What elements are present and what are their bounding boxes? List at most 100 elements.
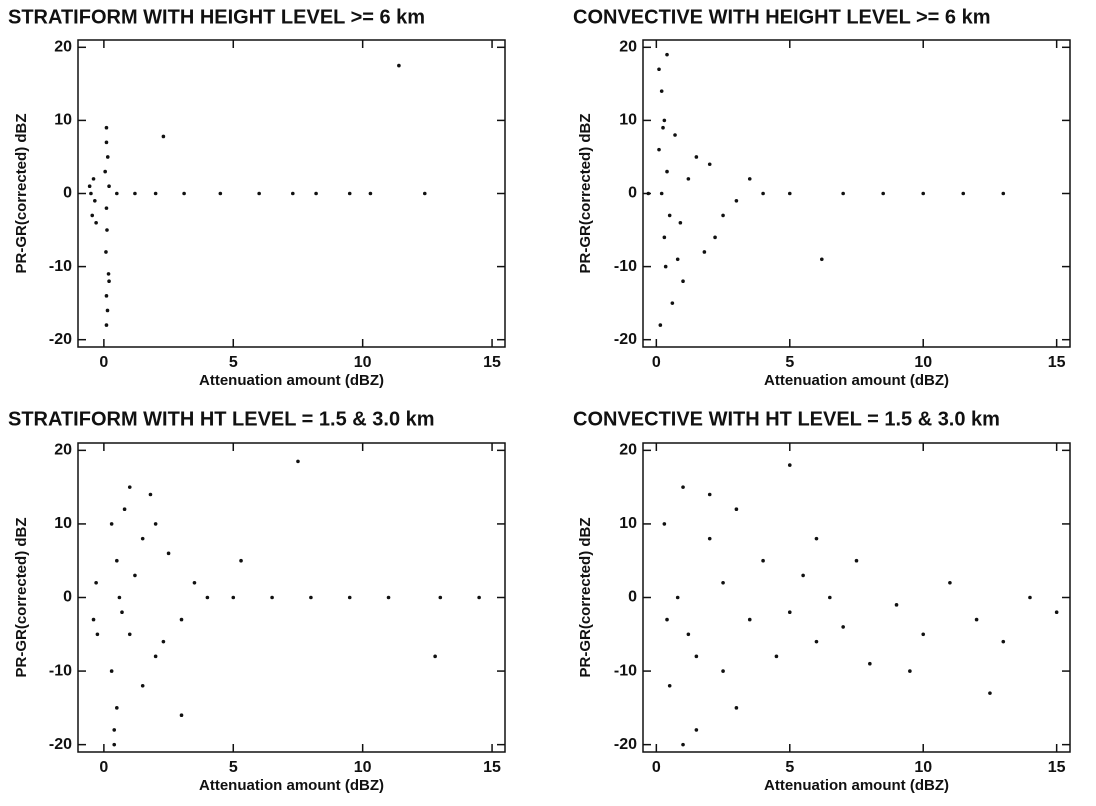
y-tick-label: -20 (49, 331, 72, 348)
x-tick-label: 15 (483, 759, 501, 776)
x-tick-label: 15 (1048, 759, 1066, 776)
y-tick-label: 10 (619, 515, 637, 532)
y-tick-label: 0 (628, 589, 637, 606)
y-axis-label: PR-GR(corrected) dBZ (13, 517, 30, 677)
point (659, 191, 664, 196)
point (657, 67, 661, 72)
point (93, 199, 97, 203)
point (841, 625, 845, 629)
point (148, 492, 153, 497)
y-tick-label: 10 (54, 515, 72, 532)
point (95, 632, 100, 637)
point (477, 595, 481, 600)
plot-frame (642, 442, 1071, 753)
point (161, 134, 166, 139)
y-tick-label: 0 (63, 589, 72, 606)
point (662, 118, 667, 123)
point (658, 323, 663, 327)
point (774, 654, 779, 659)
point (921, 191, 926, 196)
point (665, 617, 669, 622)
point (1054, 610, 1059, 615)
y-tick-label: -10 (49, 258, 72, 275)
point (667, 683, 672, 688)
point (347, 191, 352, 196)
point (104, 323, 109, 327)
point (659, 89, 664, 93)
point (734, 507, 739, 512)
y-tick-label: -10 (614, 258, 637, 275)
x-axis-label: Attenuation amount (dBZ) (764, 777, 949, 794)
point (368, 191, 373, 196)
point (218, 191, 223, 196)
y-axis-label: PR-GR(corrected) dBZ (577, 113, 594, 273)
point (678, 220, 683, 225)
point (109, 669, 114, 673)
y-tick-label: -20 (614, 736, 637, 753)
y-tick-label: -10 (614, 662, 637, 679)
point (814, 536, 819, 541)
point (182, 191, 186, 196)
point (127, 632, 132, 637)
chart-title: CONVECTIVE WITH HT LEVEL = 1.5 & 3.0 km (573, 408, 1000, 430)
point (104, 125, 109, 130)
x-axis-label: Attenuation amount (dBZ) (764, 372, 949, 389)
point (662, 235, 667, 240)
y-tick-label: 10 (54, 112, 72, 129)
chart-title: STRATIFORM WITH HEIGHT LEVEL >= 6 km (8, 6, 425, 28)
point (881, 191, 885, 196)
point (828, 595, 832, 600)
point (694, 155, 699, 159)
point (665, 169, 669, 174)
point (257, 191, 261, 196)
point (103, 169, 107, 174)
point (721, 669, 725, 673)
point (662, 522, 667, 526)
point (713, 235, 717, 240)
point (438, 595, 443, 600)
point (105, 155, 110, 159)
point (140, 536, 145, 541)
plot-frame (642, 39, 1071, 348)
chart-title: CONVECTIVE WITH HEIGHT LEVEL >= 6 km (573, 6, 991, 28)
point (239, 558, 243, 563)
point (104, 140, 109, 145)
point (707, 162, 712, 167)
point (179, 617, 184, 622)
point (908, 669, 912, 673)
point (675, 595, 680, 600)
point (112, 742, 117, 747)
point (694, 654, 699, 659)
x-tick-label: 0 (99, 354, 108, 371)
point (104, 294, 109, 298)
y-tick-label: -20 (49, 736, 72, 753)
point (161, 639, 166, 644)
point (1001, 639, 1006, 644)
point (106, 272, 111, 276)
point (309, 595, 313, 600)
point (1001, 191, 1006, 196)
point (961, 191, 966, 196)
point (702, 250, 707, 254)
point (122, 507, 127, 512)
x-tick-label: 10 (354, 759, 372, 776)
point (89, 191, 93, 196)
point (670, 301, 675, 305)
x-tick-label: 5 (229, 354, 238, 371)
y-tick-label: 0 (63, 185, 72, 202)
point (721, 580, 725, 585)
y-tick-label: -20 (614, 331, 637, 348)
x-tick-label: 10 (914, 759, 932, 776)
point (397, 63, 401, 68)
point (814, 639, 819, 644)
point (140, 683, 145, 688)
point (433, 654, 437, 659)
point (133, 191, 137, 196)
point (115, 191, 119, 196)
point (296, 459, 300, 464)
point (894, 603, 899, 607)
point (107, 184, 111, 188)
point (675, 257, 680, 262)
point (91, 617, 96, 622)
